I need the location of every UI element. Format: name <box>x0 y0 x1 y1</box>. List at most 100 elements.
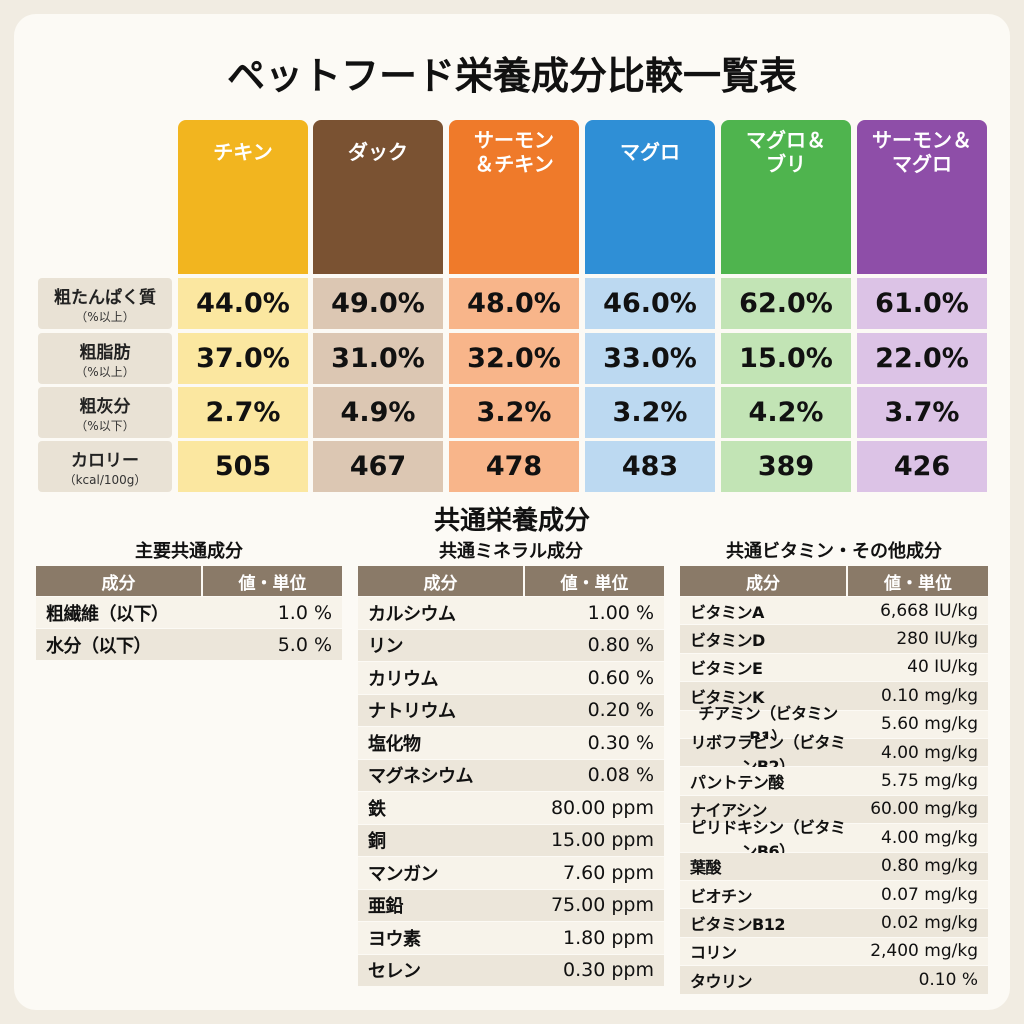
item-value: 0.80 % <box>523 629 664 661</box>
item-value: 0.20 % <box>523 694 664 726</box>
item-name: ヨウ素 <box>358 922 523 954</box>
item-value: 4.00 mg/kg <box>846 739 988 767</box>
nutrient-value: 37.0% <box>178 333 308 384</box>
section-title: 共通ビタミン・その他成分 <box>726 541 942 562</box>
nutrient-value: 33.0% <box>585 333 715 384</box>
nutrient-value: 3.2% <box>449 387 579 438</box>
item-name: ナトリウム <box>358 694 523 726</box>
item-value: 80.00 ppm <box>523 792 664 824</box>
item-value: 40 IU/kg <box>846 653 988 682</box>
product-header <box>721 120 851 274</box>
table-header: 値・単位 <box>846 566 988 596</box>
item-value: 0.10 mg/kg <box>846 682 988 710</box>
row-label: カロリー （kcal/100g） <box>38 441 172 492</box>
nutrient-value: 483 <box>585 441 715 492</box>
item-value: 4.00 mg/kg <box>846 824 988 852</box>
row-label: 粗灰分 （%以下） <box>38 387 172 438</box>
item-name: 亜鉛 <box>358 889 523 921</box>
product-name: マグロ <box>620 140 680 164</box>
nutrient-value: 15.0% <box>721 333 851 384</box>
row-name: 粗たんぱく質 <box>54 287 156 308</box>
item-name: 葉酸 <box>680 852 846 880</box>
item-value: 0.10 % <box>846 966 988 994</box>
item-value: 7.60 ppm <box>523 857 664 889</box>
row-label: 粗たんぱく質 （%以上） <box>38 278 172 329</box>
row-note: （%以下） <box>75 418 135 433</box>
item-name: 鉄 <box>358 792 523 824</box>
item-value: 5.0 % <box>201 629 342 660</box>
item-name: マグネシウム <box>358 759 523 791</box>
item-value: 0.07 mg/kg <box>846 881 988 909</box>
item-name: 粗繊維（以下） <box>36 597 201 628</box>
item-name: 銅 <box>358 824 523 856</box>
nutrient-value: 44.0% <box>178 278 308 329</box>
item-value: 75.00 ppm <box>523 889 664 921</box>
row-name: カロリー <box>71 450 139 471</box>
row-note: （%以上） <box>75 364 135 379</box>
nutrient-value: 389 <box>721 441 851 492</box>
row-name: 粗灰分 <box>79 396 131 417</box>
table-header: 成分 <box>36 566 201 596</box>
item-name: ナイアシン <box>680 795 846 824</box>
nutrient-value: 62.0% <box>721 278 851 329</box>
item-name: カルシウム <box>358 597 523 629</box>
item-name: コリン <box>680 937 846 966</box>
item-name: ピリドキシン（ビタミンB6） <box>680 818 846 861</box>
product-header <box>449 120 579 274</box>
nutrient-value: 505 <box>178 441 308 492</box>
item-value: 15.00 ppm <box>523 824 664 856</box>
item-value: 1.80 ppm <box>523 922 664 954</box>
nutrient-value: 49.0% <box>313 278 443 329</box>
item-value: 0.80 mg/kg <box>846 852 988 880</box>
nutrient-value: 478 <box>449 441 579 492</box>
product-header <box>178 120 308 274</box>
nutrient-value: 48.0% <box>449 278 579 329</box>
product-name: マグロ＆ ブリ <box>746 128 826 176</box>
item-name: ビタミンE <box>680 653 846 682</box>
nutrient-value: 4.9% <box>313 387 443 438</box>
row-note: （kcal/100g） <box>63 472 147 487</box>
item-value: 6,668 IU/kg <box>846 597 988 625</box>
nutrient-value: 32.0% <box>449 333 579 384</box>
item-name: リン <box>358 629 523 661</box>
item-value: 5.75 mg/kg <box>846 767 988 795</box>
section-title: 共通ミネラル成分 <box>439 541 583 562</box>
product-header <box>857 120 987 274</box>
item-name: ビタミンA <box>680 597 846 625</box>
nutrient-value: 31.0% <box>313 333 443 384</box>
item-name: ビタミンB12 <box>680 909 846 937</box>
product-name: ダック <box>348 140 408 164</box>
nutrient-value: 46.0% <box>585 278 715 329</box>
item-name: 水分（以下） <box>36 629 201 660</box>
item-value: 60.00 mg/kg <box>846 795 988 824</box>
item-name: ビタミンK <box>680 682 846 710</box>
table-header: 値・単位 <box>201 566 342 596</box>
nutrient-value: 22.0% <box>857 333 987 384</box>
nutrient-value: 4.2% <box>721 387 851 438</box>
item-name: ビオチン <box>680 881 846 909</box>
product-name: サーモン＆ マグロ <box>872 128 972 176</box>
title: ペットフード栄養成分比較一覧表 <box>226 53 797 98</box>
item-name: パントテン酸 <box>680 767 846 795</box>
nutrient-value: 2.7% <box>178 387 308 438</box>
item-name: セレン <box>358 954 523 986</box>
item-value: 1.0 % <box>201 597 342 628</box>
item-name: 塩化物 <box>358 727 523 759</box>
table-header: 成分 <box>680 566 846 596</box>
item-value: 0.08 % <box>523 759 664 791</box>
nutrient-value: 61.0% <box>857 278 987 329</box>
item-value: 1.00 % <box>523 597 664 629</box>
item-name: タウリン <box>680 966 846 994</box>
item-value: 0.30 % <box>523 727 664 759</box>
row-label: 粗脂肪 （%以上） <box>38 333 172 384</box>
item-name: マンガン <box>358 857 523 889</box>
item-name: ビタミンD <box>680 625 846 653</box>
row-name: 粗脂肪 <box>79 342 131 363</box>
section-title: 主要共通成分 <box>135 541 243 562</box>
item-value: 2,400 mg/kg <box>846 937 988 966</box>
product-name: サーモン ＆チキン <box>474 128 554 176</box>
nutrient-value: 3.7% <box>857 387 987 438</box>
item-value: 5.60 mg/kg <box>846 710 988 738</box>
row-note: （%以上） <box>75 309 135 324</box>
